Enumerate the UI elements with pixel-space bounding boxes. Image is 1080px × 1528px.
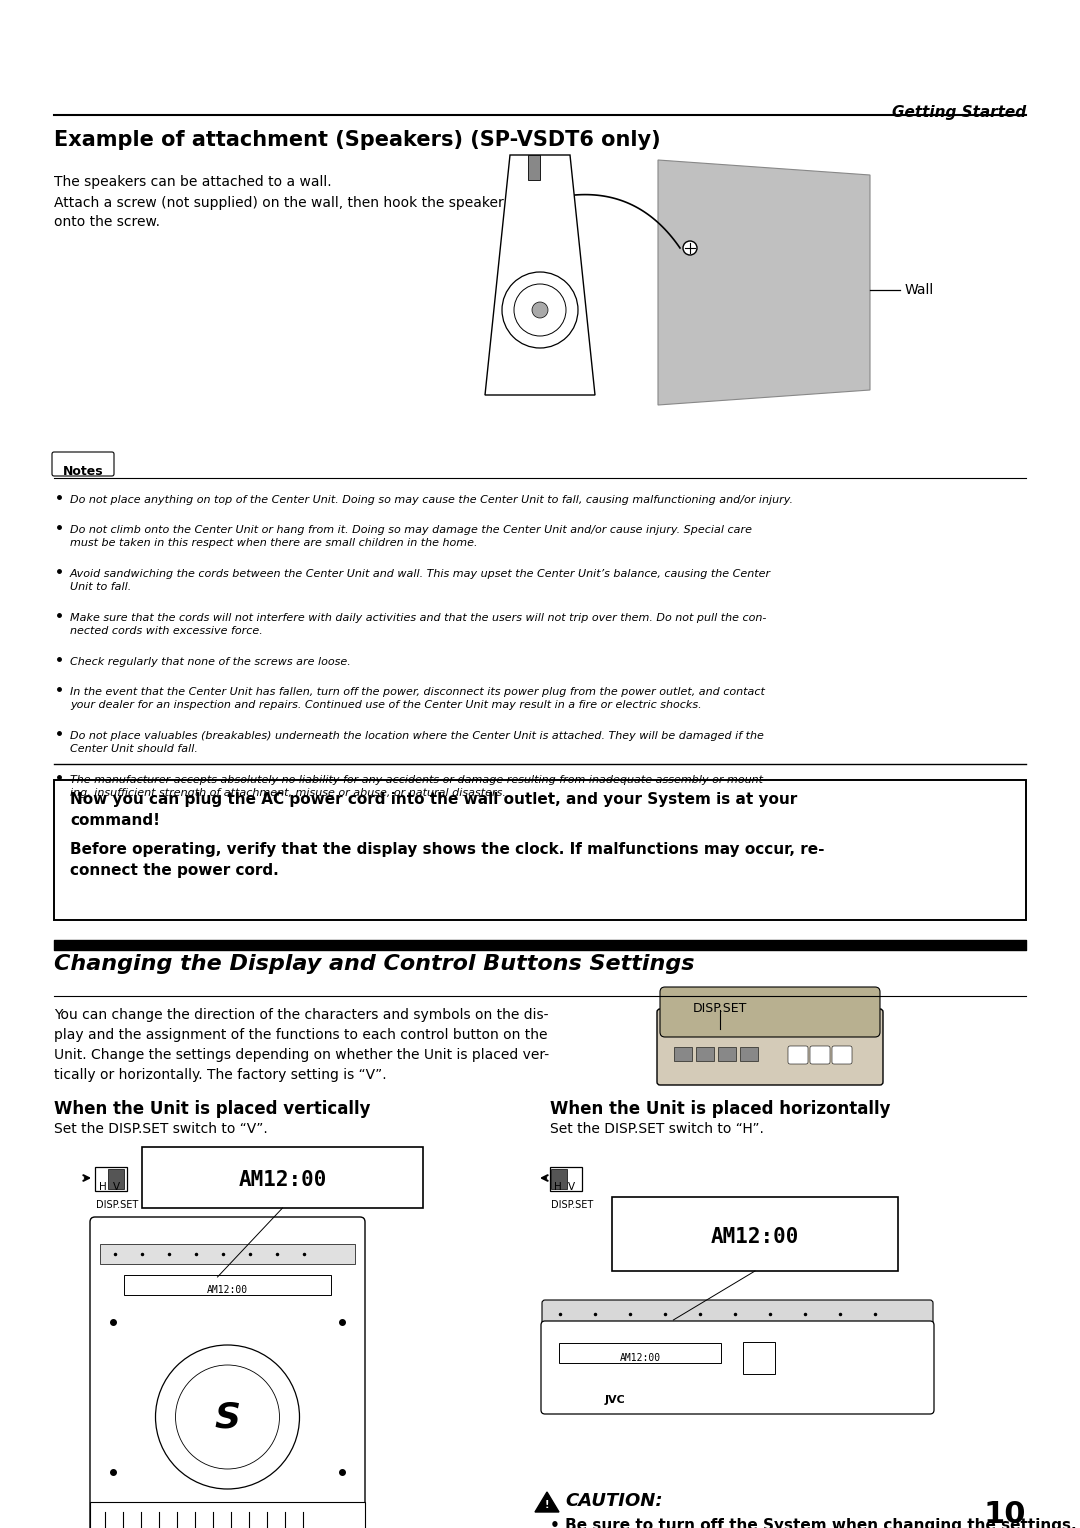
- Circle shape: [514, 284, 566, 336]
- Circle shape: [156, 1345, 299, 1488]
- FancyBboxPatch shape: [541, 1322, 934, 1413]
- Text: V: V: [113, 1183, 120, 1192]
- Text: Check regularly that none of the screws are loose.: Check regularly that none of the screws …: [70, 657, 351, 668]
- FancyBboxPatch shape: [100, 1244, 355, 1264]
- FancyBboxPatch shape: [832, 1047, 852, 1063]
- Text: Notes: Notes: [63, 465, 104, 478]
- Text: Do not place valuables (breakables) underneath the location where the Center Uni: Do not place valuables (breakables) unde…: [70, 730, 764, 755]
- Text: Do not climb onto the Center Unit or hang from it. Doing so may damage the Cente: Do not climb onto the Center Unit or han…: [70, 526, 752, 549]
- Text: Avoid sandwiching the cords between the Center Unit and wall. This may upset the: Avoid sandwiching the cords between the …: [70, 568, 771, 593]
- Text: DISP.SET: DISP.SET: [692, 1002, 747, 1015]
- Text: Example of attachment (Speakers) (SP-VSDT6 only): Example of attachment (Speakers) (SP-VSD…: [54, 130, 661, 150]
- Text: S: S: [215, 1400, 241, 1433]
- FancyBboxPatch shape: [810, 1047, 831, 1063]
- Text: When the Unit is placed vertically: When the Unit is placed vertically: [54, 1100, 370, 1118]
- Text: CAUTION:: CAUTION:: [565, 1491, 663, 1510]
- Text: AM12:00: AM12:00: [711, 1227, 799, 1247]
- FancyBboxPatch shape: [124, 1274, 330, 1296]
- Text: Set the DISP.SET switch to “V”.: Set the DISP.SET switch to “V”.: [54, 1122, 268, 1135]
- Circle shape: [683, 241, 697, 255]
- Text: H: H: [99, 1183, 107, 1192]
- FancyBboxPatch shape: [559, 1343, 721, 1363]
- FancyBboxPatch shape: [542, 1300, 933, 1328]
- FancyBboxPatch shape: [108, 1169, 124, 1189]
- Text: Getting Started: Getting Started: [892, 105, 1026, 121]
- Polygon shape: [485, 154, 595, 396]
- Text: AM12:00: AM12:00: [207, 1285, 248, 1296]
- Text: H: H: [554, 1183, 562, 1192]
- FancyBboxPatch shape: [718, 1047, 735, 1060]
- FancyBboxPatch shape: [52, 452, 114, 477]
- FancyBboxPatch shape: [612, 1196, 897, 1271]
- Circle shape: [502, 272, 578, 348]
- Text: JVC: JVC: [605, 1395, 625, 1406]
- FancyBboxPatch shape: [674, 1047, 692, 1060]
- FancyBboxPatch shape: [528, 154, 540, 180]
- Text: 10: 10: [984, 1500, 1026, 1528]
- Text: • Be sure to turn off the System when changing the settings.: • Be sure to turn off the System when ch…: [550, 1517, 1077, 1528]
- FancyBboxPatch shape: [54, 779, 1026, 920]
- Text: V: V: [568, 1183, 576, 1192]
- FancyBboxPatch shape: [95, 1167, 127, 1190]
- Text: Make sure that the cords will not interfere with daily activities and that the u: Make sure that the cords will not interf…: [70, 613, 767, 636]
- Text: The manufacturer accepts absolutely no liability for any accidents or damage res: The manufacturer accepts absolutely no l…: [70, 775, 767, 798]
- FancyBboxPatch shape: [90, 1502, 365, 1528]
- Text: In the event that the Center Unit has fallen, turn off the power, disconnect its: In the event that the Center Unit has fa…: [70, 688, 765, 711]
- Text: Before operating, verify that the display shows the clock. If malfunctions may o: Before operating, verify that the displa…: [70, 842, 824, 879]
- Text: !: !: [544, 1500, 550, 1510]
- Text: Do not place anything on top of the Center Unit. Doing so may cause the Center U: Do not place anything on top of the Cent…: [70, 495, 793, 504]
- Polygon shape: [535, 1491, 559, 1513]
- Text: DISP.SET: DISP.SET: [96, 1199, 138, 1210]
- Polygon shape: [658, 160, 870, 405]
- FancyBboxPatch shape: [551, 1169, 567, 1189]
- Circle shape: [175, 1365, 280, 1468]
- FancyBboxPatch shape: [788, 1047, 808, 1063]
- Text: When the Unit is placed horizontally: When the Unit is placed horizontally: [550, 1100, 891, 1118]
- FancyBboxPatch shape: [141, 1148, 423, 1209]
- FancyBboxPatch shape: [743, 1342, 775, 1374]
- FancyBboxPatch shape: [90, 1216, 365, 1528]
- FancyBboxPatch shape: [657, 1008, 883, 1085]
- Text: You can change the direction of the characters and symbols on the dis-
play and : You can change the direction of the char…: [54, 1008, 549, 1082]
- Text: Attach a screw (not supplied) on the wall, then hook the speaker
onto the screw.: Attach a screw (not supplied) on the wal…: [54, 196, 503, 229]
- Text: AM12:00: AM12:00: [620, 1352, 661, 1363]
- FancyBboxPatch shape: [740, 1047, 758, 1060]
- Text: Wall: Wall: [905, 283, 934, 296]
- Circle shape: [532, 303, 548, 318]
- FancyBboxPatch shape: [550, 1167, 582, 1190]
- Text: Changing the Display and Control Buttons Settings: Changing the Display and Control Buttons…: [54, 953, 694, 973]
- Text: Now you can plug the AC power cord into the wall outlet, and your System is at y: Now you can plug the AC power cord into …: [70, 792, 797, 828]
- Text: Set the DISP.SET switch to “H”.: Set the DISP.SET switch to “H”.: [550, 1122, 764, 1135]
- Text: DISP.SET: DISP.SET: [551, 1199, 593, 1210]
- Text: The speakers can be attached to a wall.: The speakers can be attached to a wall.: [54, 176, 332, 189]
- Text: AM12:00: AM12:00: [239, 1170, 326, 1190]
- FancyBboxPatch shape: [696, 1047, 714, 1060]
- FancyBboxPatch shape: [660, 987, 880, 1038]
